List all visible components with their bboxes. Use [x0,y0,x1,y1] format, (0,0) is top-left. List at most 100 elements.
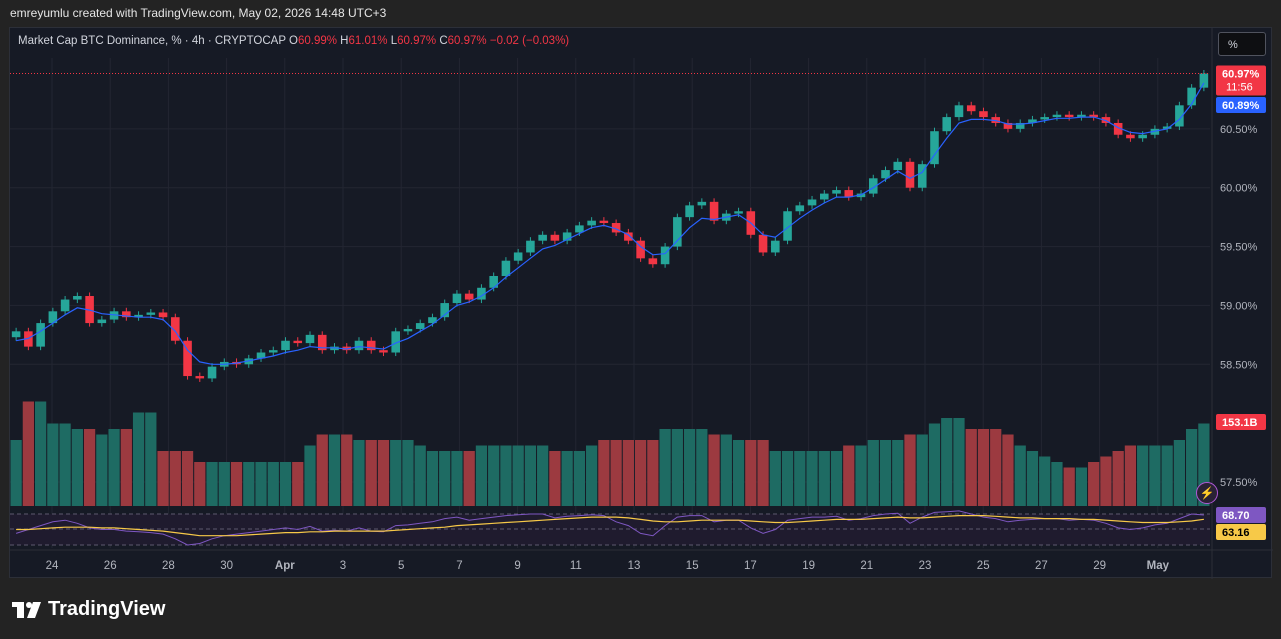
candle-body [1015,122,1025,129]
volume-bar [500,445,512,506]
candle-body [758,234,768,253]
volume-bar [1026,451,1039,506]
ma-price-tag: 60.89% [1222,100,1260,112]
volume-bar [402,440,414,506]
legend-open: 60.99% [297,35,337,47]
percent-scale-button[interactable]: % [1218,32,1266,56]
volume-bar [941,418,953,506]
volume-bar [683,429,696,506]
candle-body [122,311,131,318]
candle-body [415,323,425,329]
candle-body [734,211,743,214]
candle-body [1199,73,1209,88]
candle-body [771,240,780,253]
chart-frame[interactable]: 60.50% 60.00% 59.50% 59.00% 58.50% 57.50% 24 26… [9,27,1273,579]
volume-bar [1186,429,1198,506]
volume-bar [353,440,365,506]
volume-bar [781,451,794,506]
volume-bar [806,451,818,506]
legend-symbol: Market Cap BTC Dominance, % · 4h · CRYPT… [18,35,286,47]
countdown-tag: 11:56 [1226,82,1253,94]
ma-line [15,82,1205,365]
volume-bar [757,440,769,506]
candle-body [930,131,939,165]
volume-bar [1161,445,1173,506]
candle-body [844,190,854,198]
candle-body [1052,114,1062,118]
candle-body [501,260,511,276]
volume-bar [181,451,194,506]
volume-bar [696,429,708,506]
header-attribution: emreyumlu created with TradingView.com, … [10,6,387,20]
candle-body [917,164,927,188]
candle-body [807,199,817,206]
candle-body [109,311,119,320]
candle-body [281,340,290,351]
volume-bar [1100,456,1112,506]
x-tick-label: 27 [1035,560,1048,572]
x-tick-label: 11 [570,560,582,572]
y-tick-label: 59.00% [1220,300,1258,312]
volume-bar [843,445,855,506]
lightning-icon[interactable]: ⚡ [1196,482,1218,504]
volume-bar [732,440,745,506]
candle-body [697,201,707,206]
volume-bar [206,462,218,506]
volume-bar [120,429,132,506]
volume-bar [1198,423,1210,506]
brand-name: TradingView [48,598,166,620]
x-tick-label: 7 [456,560,462,572]
volume-bar [475,445,488,506]
volume-bar [1137,445,1149,506]
candle-body [391,331,400,353]
candle-body [268,350,278,353]
volume-bar [549,451,561,506]
volume-bar [157,451,169,506]
candle-body [464,293,474,300]
volume-bar [71,429,83,506]
volume-bar [132,412,145,506]
x-tick-label: 26 [104,560,117,572]
candle-body [428,317,437,324]
legend-change: −0.02 (−0.03%) [489,35,570,47]
y-tick-label: 60.00% [1220,183,1258,195]
volume-bar [439,451,451,506]
volume-bar [634,440,647,506]
x-tick-label: 30 [220,560,233,572]
candle-body [709,201,719,221]
volume-bar [47,423,59,506]
volume-bar [267,462,279,506]
candle-body [134,314,143,318]
volume-bar [145,412,157,506]
candle-body [1089,114,1098,118]
x-tick-label: 25 [977,560,990,572]
y-tick-label: 57.50% [1220,477,1258,489]
candle-body [685,205,694,218]
volume-bar [573,451,586,506]
rsi-ma-line [16,515,1204,537]
candle-body [893,161,903,171]
volume-bar [647,440,659,506]
candle-body [783,211,792,241]
candle-body [1162,126,1172,129]
y-tick-label: 60.50% [1220,124,1258,136]
last-price-tag-bg [1216,65,1266,96]
volume-bar [916,434,928,506]
candle-body [317,334,327,351]
volume-bar [586,445,598,506]
legend-open-label: O [289,35,298,47]
volume-bar [965,429,977,506]
x-tick-label: 5 [398,560,404,572]
chart-svg[interactable]: 60.50% 60.00% 59.50% 59.00% 58.50% 57.50% 24 26… [10,28,1273,579]
volume-bar [953,418,965,506]
rsi-tag-bg [1216,507,1266,523]
candle-body [979,111,988,118]
volume-bar [341,434,353,506]
candle-body [73,296,82,300]
candle-body [379,350,388,353]
candle-body [562,232,572,241]
x-tick-label: 17 [744,560,757,572]
volume-bar [990,429,1002,506]
candle-body [636,240,645,259]
candle-body [550,234,560,241]
